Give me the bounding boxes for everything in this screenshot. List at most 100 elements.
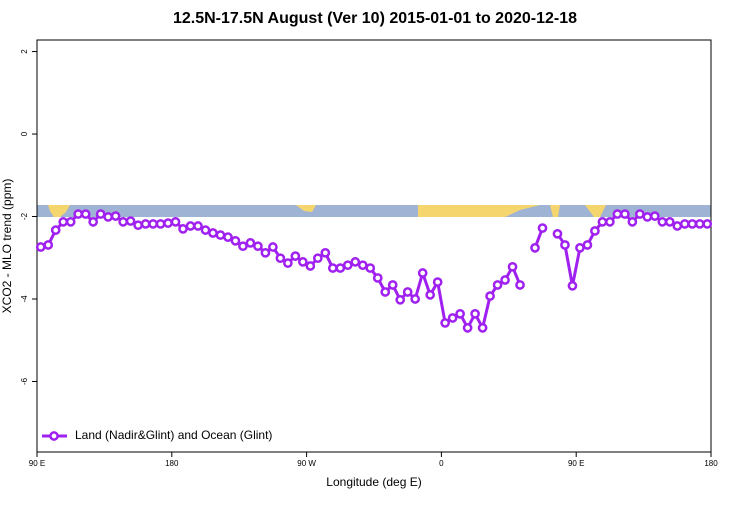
data-point: [702, 219, 713, 229]
data-point: [238, 241, 248, 252]
data-point: [163, 218, 173, 228]
data-point: [552, 228, 563, 239]
data-point: [125, 216, 136, 226]
data-point: [230, 235, 241, 246]
land: [585, 205, 606, 217]
data-point: [612, 209, 623, 219]
chart-title: 12.5N-17.5N August (Ver 10) 2015-01-01 t…: [173, 10, 577, 27]
data-point: [118, 217, 128, 227]
data-point: [178, 224, 188, 234]
data-point: [440, 318, 450, 328]
data-point: [253, 241, 263, 252]
data-point: [470, 308, 480, 319]
data-point: [342, 260, 353, 271]
data-point: [425, 290, 436, 300]
data-point: [35, 242, 46, 252]
data-point: [590, 226, 600, 236]
data-point: [694, 219, 705, 229]
data-point: [462, 323, 473, 333]
data-point: [575, 243, 585, 253]
data-point: [50, 225, 61, 235]
data-point: [215, 230, 226, 240]
data-point: [140, 219, 151, 229]
legend-marker: [49, 431, 59, 441]
data-point: [58, 217, 69, 227]
land-ocean-strip: [37, 205, 711, 217]
y-axis-label: XCO2 - MLO trend (ppm): [0, 179, 14, 314]
data-point: [200, 225, 211, 235]
data-point: [507, 261, 518, 272]
data-point: [642, 212, 653, 222]
x-tick-label: 90 W: [297, 459, 316, 468]
data-point: [530, 243, 540, 253]
data-point: [185, 221, 196, 231]
legend-label: Land (Nadir&Glint) and Ocean (Glint): [75, 428, 272, 442]
data-point: [223, 232, 233, 242]
data-point: [290, 251, 301, 261]
data-point: [620, 209, 630, 219]
data-point: [410, 294, 421, 304]
y-tick-label: -6: [20, 377, 29, 385]
data-point: [627, 217, 638, 227]
data-point: [485, 291, 495, 301]
x-tick-label: 90 E: [568, 459, 584, 468]
y-tick-label: 0: [20, 131, 29, 136]
x-axis-label: Longitude (deg E): [326, 475, 421, 489]
x-tick-label: 0: [439, 459, 444, 468]
x-tick-label: 180: [165, 459, 179, 468]
data-point: [657, 217, 668, 227]
data-point: [327, 263, 338, 273]
data-point: [635, 209, 645, 219]
data-point: [335, 263, 346, 273]
y-tick-label: -2: [20, 212, 29, 220]
data-point: [679, 219, 690, 229]
data-point: [298, 257, 308, 267]
data-point: [492, 280, 503, 290]
data-point: [380, 287, 391, 297]
series-line: [40, 212, 522, 333]
data-point: [455, 308, 465, 319]
data-point: [170, 217, 181, 227]
data-point: [500, 275, 510, 285]
data-point: [80, 209, 91, 219]
data-point: [567, 280, 578, 291]
data-point: [672, 221, 683, 231]
data-point: [155, 219, 166, 229]
data-point: [95, 209, 106, 219]
data-point: [687, 219, 698, 229]
data-point: [649, 211, 660, 221]
data-point: [387, 280, 398, 290]
data-point: [268, 242, 278, 252]
data-point: [402, 287, 413, 297]
data-point: [395, 294, 406, 305]
y-tick-label: -4: [20, 295, 29, 303]
data-point: [275, 253, 286, 264]
data-point: [515, 280, 525, 290]
data-point: [447, 313, 458, 323]
data-point: [432, 277, 443, 287]
data-point: [350, 257, 361, 267]
data-point: [320, 247, 331, 258]
land: [296, 205, 316, 212]
data-point: [560, 240, 570, 250]
land: [418, 205, 540, 217]
data-point: [357, 260, 368, 271]
ocean-band: [37, 205, 711, 217]
data-point: [88, 217, 99, 227]
data-point: [417, 268, 428, 278]
data-point: [664, 217, 675, 227]
data-point: [372, 273, 383, 283]
data-point: [365, 263, 376, 273]
land: [550, 205, 560, 217]
data-point: [73, 209, 84, 219]
data-point: [305, 261, 316, 271]
data-point: [43, 240, 54, 250]
data-point: [597, 217, 608, 227]
data-point: [208, 228, 218, 238]
data-point: [103, 212, 113, 222]
data-point: [133, 220, 143, 231]
data-point: [537, 223, 548, 233]
data-point: [260, 247, 271, 258]
data-point: [582, 240, 593, 250]
